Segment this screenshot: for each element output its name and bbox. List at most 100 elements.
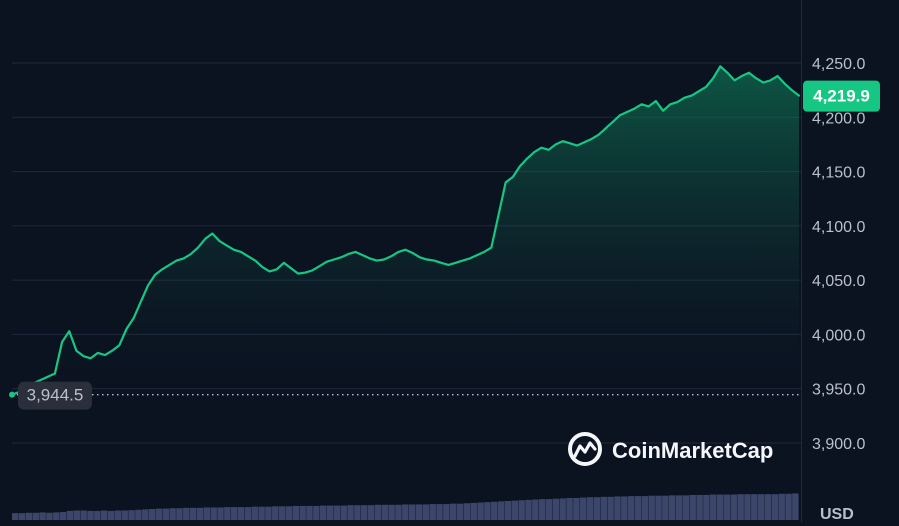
price-line [10, 65, 801, 396]
volume-bar [456, 503, 464, 520]
volume-bar [388, 504, 395, 520]
volume-bar [778, 493, 785, 520]
volume-bar [566, 497, 573, 520]
volume-bar [265, 506, 272, 520]
volume-bar [230, 507, 238, 520]
volume-bar [354, 505, 361, 520]
volume-bars [12, 493, 799, 520]
volume-bar [169, 508, 176, 520]
current-price-badge: 4,219.9 [803, 80, 880, 112]
volume-bar [306, 505, 313, 520]
volume-bar [87, 510, 94, 520]
volume-bar [251, 506, 258, 520]
volume-bar [162, 508, 169, 520]
volume-bar [449, 503, 457, 520]
y-axis-tick-label: 4,200.0 [812, 110, 865, 127]
volume-bar [121, 510, 128, 520]
volume-bar [518, 500, 525, 520]
volume-bar [655, 495, 662, 520]
volume-bar [600, 496, 607, 520]
volume-bar [703, 494, 710, 520]
volume-bar [155, 508, 163, 520]
volume-bar [258, 506, 265, 520]
volume-bar [436, 504, 443, 520]
y-axis-tick-label: 4,150.0 [812, 165, 865, 182]
volume-bar [648, 495, 655, 520]
volume-bar [135, 509, 142, 520]
volume-bar [771, 494, 779, 520]
y-axis: 3,900.0 3,950.0 4,000.0 4,050.0 4,100.0 4,150… [812, 56, 865, 453]
y-axis-tick-label: 3,900.0 [812, 436, 865, 453]
brand-name: CoinMarketCap [612, 438, 773, 463]
volume-bar [716, 494, 724, 520]
volume-bar [148, 508, 156, 520]
volume-bar [224, 507, 231, 520]
volume-bar [128, 510, 135, 520]
volume-bar [278, 506, 286, 520]
y-axis-tick-label: 4,000.0 [812, 327, 865, 344]
volume-bar [210, 507, 217, 520]
volume-bar [463, 503, 471, 520]
volume-bar [573, 497, 580, 520]
volume-bar [189, 507, 197, 520]
volume-bar [347, 505, 354, 520]
volume-bar [710, 494, 717, 520]
volume-bar [292, 505, 300, 520]
volume-bar [196, 507, 204, 520]
volume-bar [18, 513, 26, 520]
volume-bar [408, 504, 416, 520]
volume-bar [313, 505, 320, 520]
volume-bar [25, 512, 33, 520]
volume-bar [285, 506, 293, 520]
volume-bar [142, 509, 149, 520]
volume-bar [39, 512, 46, 520]
volume-bar [668, 495, 676, 520]
volume-bar [614, 496, 621, 520]
volume-bar [402, 504, 409, 520]
volume-bar [792, 493, 799, 520]
y-axis-tick-label: 4,100.0 [812, 219, 865, 236]
volume-bar [183, 507, 190, 520]
volume-bar [751, 494, 758, 520]
y-axis-tick-label: 4,250.0 [812, 56, 865, 73]
volume-bar [757, 494, 765, 520]
volume-bar [552, 498, 560, 520]
volume-bar [422, 504, 430, 520]
volume-bar [319, 505, 327, 520]
volume-bar [580, 497, 587, 520]
volume-bar [641, 496, 649, 520]
volume-bar [586, 497, 594, 520]
volume-bar [59, 512, 67, 520]
volume-bar [429, 504, 436, 520]
volume-bar [689, 494, 696, 520]
volume-bar [32, 512, 39, 520]
volume-bar [662, 495, 669, 520]
volume-bar [374, 504, 382, 520]
opening-price-dot [9, 391, 15, 398]
volume-bar [621, 496, 628, 520]
volume-bar [340, 505, 347, 520]
y-axis-tick-label: 4,050.0 [812, 273, 865, 290]
volume-bar [244, 507, 252, 520]
opening-price-text: 3,944.5 [27, 386, 84, 405]
price-area [12, 66, 799, 395]
volume-bar [73, 510, 81, 520]
opening-price-label: 3,944.5 [18, 381, 92, 410]
volume-bar [80, 510, 87, 520]
volume-bar [395, 504, 402, 520]
volume-bar [525, 499, 532, 520]
volume-bar [497, 501, 505, 520]
volume-bar [504, 501, 512, 520]
volume-bar [107, 510, 115, 520]
volume-bar [203, 507, 211, 520]
currency-label: USD [820, 506, 854, 523]
volume-bar [53, 512, 60, 520]
volume-bar [538, 499, 546, 520]
volume-bar [237, 507, 245, 520]
volume-bar [696, 494, 703, 520]
volume-bar [381, 504, 388, 520]
y-axis-tick-label: 3,950.0 [812, 382, 865, 399]
volume-bar [730, 494, 738, 520]
